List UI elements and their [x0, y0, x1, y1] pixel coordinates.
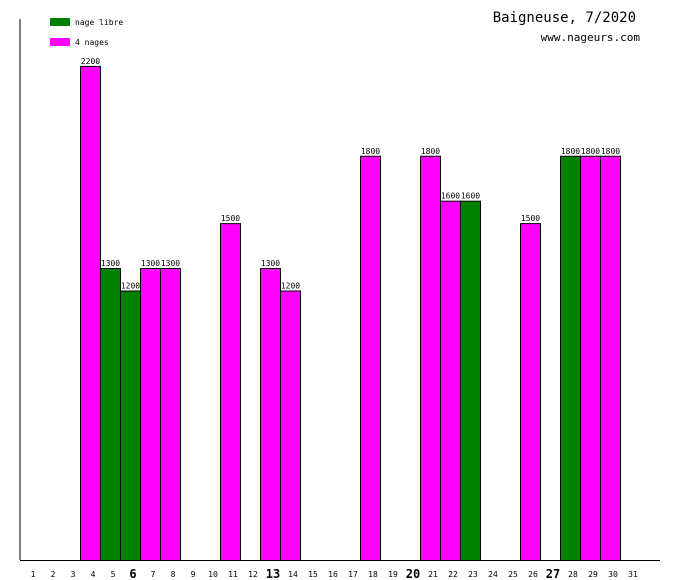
data-label: 1300: [141, 259, 160, 268]
x-tick-label: 6: [129, 567, 136, 580]
data-label: 1500: [521, 214, 540, 223]
x-tick-label: 21: [428, 570, 438, 579]
data-label: 1300: [101, 259, 120, 268]
bar-nage-libre-day-27: [560, 155, 581, 561]
bar-4-nages-day-25: [520, 223, 541, 561]
x-tick-label: 16: [328, 570, 338, 579]
bar-nage-libre-day-4: [100, 268, 121, 561]
bar-4-nages-day-12: [260, 268, 281, 561]
x-tick-label: 17: [348, 570, 358, 579]
x-tick-label: 25: [508, 570, 518, 579]
legend-item-nage-libre: nage libre: [50, 16, 123, 28]
x-tick-label: 31: [628, 570, 638, 579]
bar-4-nages-day-13: [280, 290, 301, 561]
chart-title: Baigneuse, 7/2020: [492, 10, 636, 26]
data-label: 1800: [421, 147, 440, 156]
bar-4-nages-day-28: [580, 155, 601, 561]
x-tick-label: 24: [488, 570, 498, 579]
bar-nage-libre-day-5: [120, 290, 141, 561]
bar-4-nages-day-7: [160, 268, 181, 561]
bar-4-nages-day-10: [220, 223, 241, 561]
bar-4-nages-day-6: [140, 268, 161, 561]
x-tick-label: 19: [388, 570, 398, 579]
x-tick-label: 28: [568, 570, 578, 579]
bar-4-nages-day-29: [600, 155, 621, 561]
x-tick-label: 9: [191, 570, 196, 579]
x-tick-label: 30: [608, 570, 618, 579]
data-label: 1800: [581, 147, 600, 156]
data-label: 1200: [121, 282, 140, 291]
legend-swatch-4-nages: [50, 38, 70, 46]
data-label: 1800: [361, 147, 380, 156]
x-tick-label: 11: [228, 570, 238, 579]
x-tick-label: 15: [308, 570, 318, 579]
chart-subtitle: www.nageurs.com: [540, 31, 640, 44]
bar-4-nages-day-20: [420, 155, 441, 561]
data-label: 1600: [441, 192, 460, 201]
data-label: 1300: [261, 259, 280, 268]
bar-nage-libre-day-22: [460, 200, 481, 562]
bar-4-nages-day-17: [360, 155, 381, 561]
x-tick-label: 23: [468, 570, 478, 579]
legend-label-nage-libre: nage libre: [75, 17, 124, 27]
legend-label-4-nages: 4 nages: [75, 37, 109, 47]
bar-4-nages-day-21: [440, 200, 461, 562]
x-tick-label: 13: [266, 567, 280, 580]
x-tick-label: 14: [288, 570, 298, 579]
data-label: 1800: [601, 147, 620, 156]
x-tick-label: 26: [528, 570, 538, 579]
data-label: 1800: [561, 147, 580, 156]
x-tick-label: 12: [248, 570, 258, 579]
x-tick-label: 20: [406, 567, 420, 580]
x-tick-label: 2: [51, 570, 56, 579]
bar-4-nages-day-3: [80, 65, 101, 562]
x-tick-label: 3: [71, 570, 76, 579]
x-tick-label: 27: [546, 567, 560, 580]
x-tick-label: 29: [588, 570, 598, 579]
legend-item-4-nages: 4 nages: [50, 36, 123, 48]
legend-swatch-nage-libre: [50, 18, 70, 26]
x-tick-label: 18: [368, 570, 378, 579]
x-tick-label: 7: [151, 570, 156, 579]
x-tick-label: 10: [208, 570, 218, 579]
x-tick-label: 1: [31, 570, 36, 579]
x-tick-label: 8: [171, 570, 176, 579]
x-tick-label: 5: [111, 570, 116, 579]
legend: nage libre 4 nages: [50, 16, 123, 56]
x-tick-label: 4: [91, 570, 96, 579]
data-label: 2200: [81, 57, 100, 66]
data-label: 1200: [281, 282, 300, 291]
data-label: 1600: [461, 192, 480, 201]
data-label: 1300: [161, 259, 180, 268]
x-tick-label: 22: [448, 570, 458, 579]
data-label: 1500: [221, 214, 240, 223]
